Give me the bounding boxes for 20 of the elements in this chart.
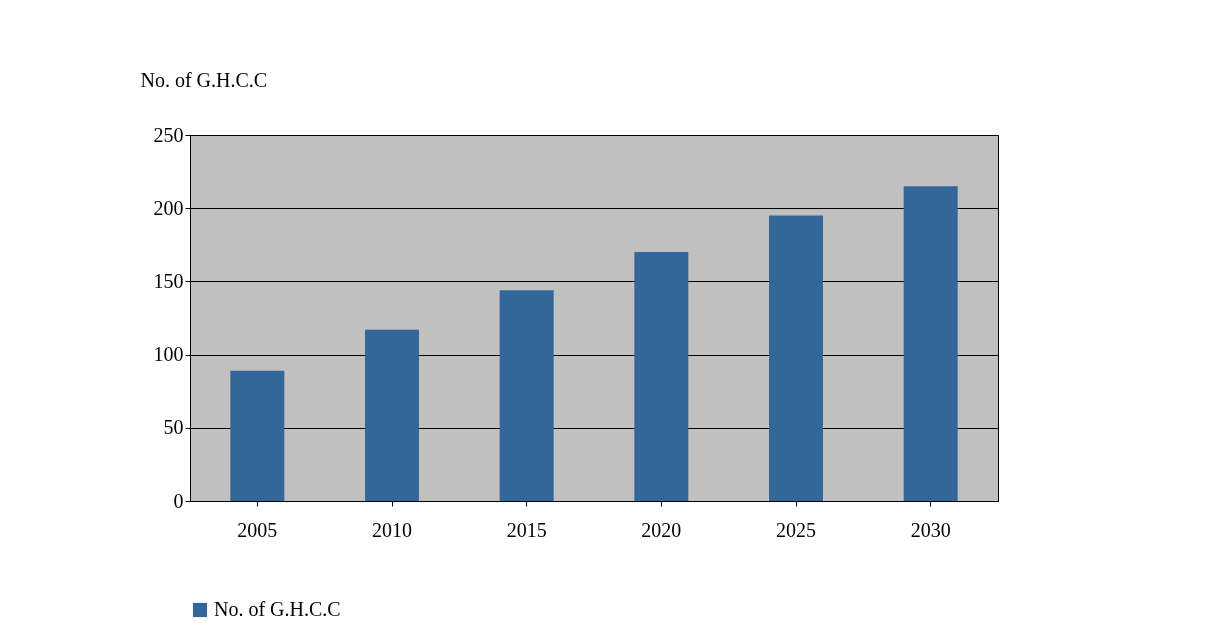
y-tick-label: 100	[153, 343, 184, 366]
y-tick-label: 150	[153, 269, 184, 292]
x-tick-label: 2005	[237, 518, 278, 541]
x-tick-label: 2010	[372, 518, 412, 541]
y-tick-label: 0	[173, 489, 184, 512]
x-tick-label: 2020	[641, 518, 682, 541]
x-tick-label: 2015	[506, 518, 547, 541]
bar	[230, 370, 285, 501]
y-axis-title: No. of G.H.C.C	[140, 68, 268, 91]
y-tick-label: 200	[153, 196, 184, 219]
y-tick-label: 250	[153, 123, 184, 146]
legend-label: No. of G.H.C.C	[214, 598, 341, 620]
y-tick-label: 50	[163, 416, 184, 439]
x-tick-label: 2025	[776, 518, 816, 541]
bar	[903, 186, 958, 501]
bar	[365, 329, 419, 501]
bar	[634, 252, 689, 501]
bar	[499, 290, 554, 501]
x-tick-label: 2030	[910, 518, 951, 541]
bar	[769, 215, 823, 501]
